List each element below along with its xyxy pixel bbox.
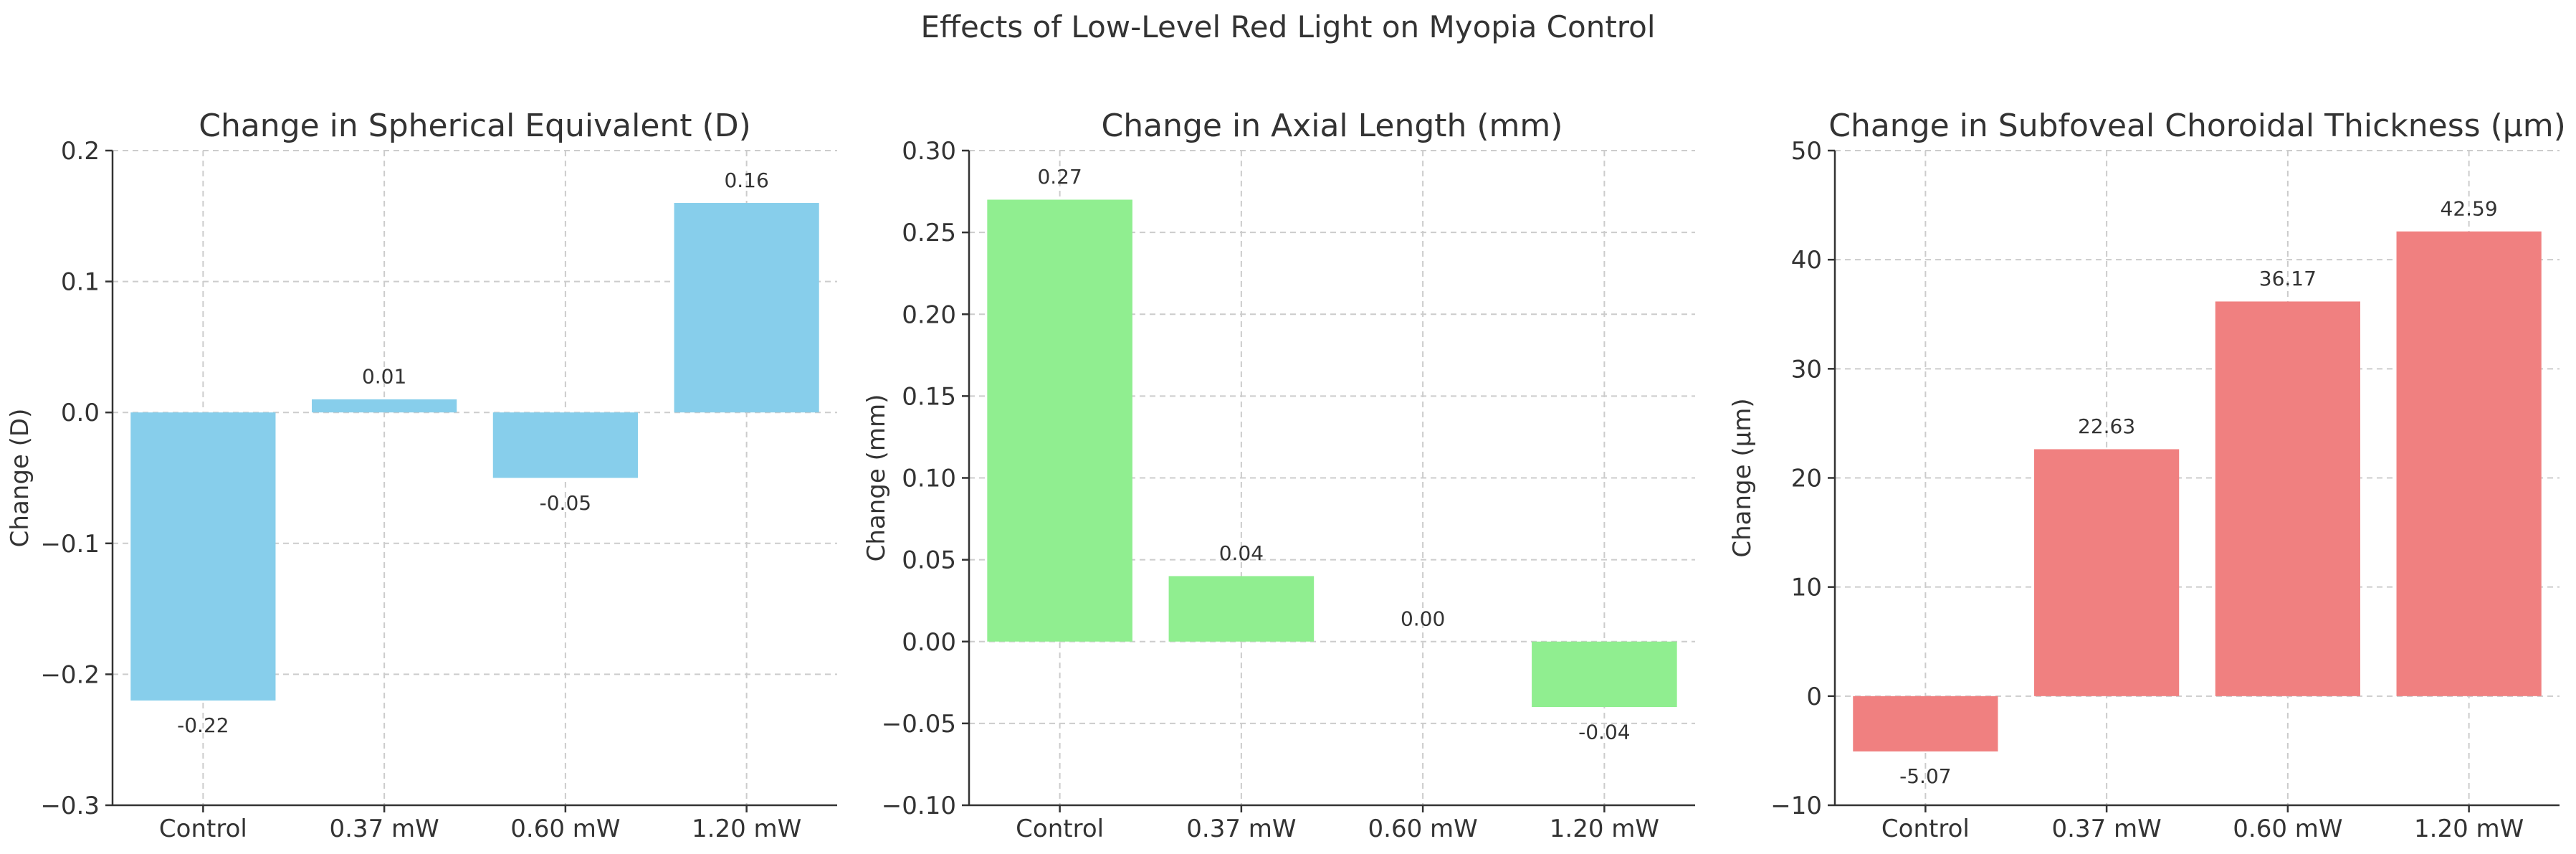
y-axis-label: Change (D) [6,409,34,548]
bar-0-37-mw [2034,449,2179,696]
y-tick-label: 30 [1791,355,1822,384]
chart-panel-3: -5.07 22.63 36.17 42.59 −10 0 10 20 30 40 50 Contro… [1728,108,2566,843]
y-tick-label: 0.2 [61,137,100,166]
x-tick-label: 0.60 mW [510,815,620,843]
data-label: -0.04 [1578,720,1630,744]
panel-title: Change in Axial Length (mm) [1102,108,1563,144]
bar-control [1853,696,1998,751]
data-label: 36.17 [2259,267,2317,290]
panel-title: Change in Subfoveal Choroidal Thickness … [1828,108,2566,144]
bar-0-37-mw [1169,576,1315,641]
x-tick-label: 1.20 mW [692,815,801,843]
y-tick-label: 0.00 [902,628,956,657]
y-axis-label: Change (µm) [1728,398,1757,557]
data-label: 0.01 [362,365,406,389]
y-tick-label: 0 [1806,683,1822,711]
bar-1-20-mw [2397,232,2542,696]
y-tick-label: −0.05 [882,710,956,739]
x-tick-label: 0.60 mW [2233,815,2342,843]
y-tick-label: 0.1 [61,268,100,297]
bar-0-60-mw [493,412,638,478]
data-label: 0.04 [1219,541,1264,565]
x-tick-label: Control [1881,815,1970,843]
y-tick-label: −0.2 [40,660,100,689]
y-axis-label: Change (mm) [862,394,891,562]
data-label: -5.07 [1899,764,1951,788]
x-tick-label: 1.20 mW [2414,815,2524,843]
data-label: 0.27 [1037,165,1082,189]
y-tick-label: 0.0 [61,399,100,427]
bar-control [130,412,275,701]
y-tick-label: −10 [1770,792,1822,820]
data-label: 0.00 [1401,607,1445,630]
y-tick-label: 10 [1791,574,1822,602]
y-tick-label: 50 [1791,137,1822,166]
y-tick-label: 0.20 [902,300,956,329]
panel-title: Change in Spherical Equivalent (D) [199,108,751,144]
x-tick-label: Control [159,815,247,843]
y-tick-label: −0.10 [882,792,956,820]
chart-panel-2: 0.27 0.04 0.00 -0.04 −0.10 −0.05 0.00 0.05 0.10 0… [862,108,1695,843]
y-tick-label: 20 [1791,465,1822,493]
data-label: -0.22 [177,713,229,737]
y-tick-label: 0.30 [902,137,956,166]
y-tick-label: 0.05 [902,546,956,575]
y-tick-label: 0.15 [902,382,956,411]
y-tick-label: 40 [1791,246,1822,275]
x-tick-label: 0.37 mW [1186,815,1296,843]
x-tick-label: 1.20 mW [1550,815,1659,843]
x-tick-label: 0.60 mW [1368,815,1478,843]
bar-1-20-mw [1532,642,1677,707]
data-label: 22.63 [2078,414,2135,438]
data-label: 42.59 [2441,196,2498,220]
bar-1-20-mw [674,203,819,412]
y-tick-label: 0.10 [902,465,956,493]
x-tick-label: Control [1016,815,1104,843]
figure-title: Effects of Low-Level Red Light on Myopia… [920,9,1655,44]
bar-0-60-mw [2215,301,2360,696]
chart-panel-1: -0.22 0.01 -0.05 0.16 −0.3 −0.2 −0.1 0.0 0.1 0.2 C… [6,108,837,843]
x-tick-label: 0.37 mW [2052,815,2162,843]
bar-0-37-mw [312,399,457,412]
y-tick-label: −0.1 [40,530,100,559]
x-tick-label: 0.37 mW [330,815,439,843]
y-tick-label: −0.3 [40,792,100,820]
data-label: -0.05 [540,491,591,515]
y-tick-label: 0.25 [902,219,956,247]
data-label: 0.16 [724,169,768,192]
bar-control [987,199,1132,641]
